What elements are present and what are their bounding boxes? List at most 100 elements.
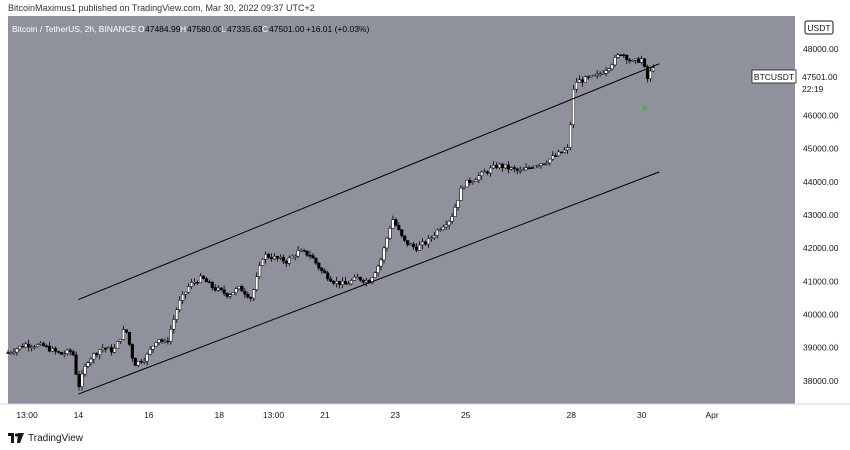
candle [409, 242, 413, 246]
candle [163, 338, 167, 344]
candle [542, 163, 546, 166]
tradingview-logo-icon [8, 433, 24, 443]
price-chart[interactable]: 38000.00 39000.00 40000.00 41000.00 42000.00… [0, 16, 850, 426]
candle [219, 287, 223, 292]
candle [533, 165, 537, 169]
candle [68, 347, 72, 356]
currency-badge[interactable]: USDT [804, 20, 834, 35]
candle [190, 278, 194, 289]
candle [583, 75, 587, 83]
candle [456, 200, 460, 211]
price-tag-symbol: BTCUSDT [754, 72, 794, 82]
legend-close: 47501.00 [269, 24, 305, 34]
chart-container[interactable]: 38000.00 39000.00 40000.00 41000.00 42000.00… [0, 16, 850, 426]
price-tag-price: 47501.00 [802, 72, 838, 82]
candle [101, 344, 105, 353]
candle [453, 203, 457, 217]
candle [201, 275, 205, 280]
time-axis[interactable]: 13:00 14 16 18 13:00 21 23 25 28 30 Apr [0, 403, 850, 420]
candle [631, 59, 635, 62]
candle [412, 241, 416, 250]
candle [515, 167, 519, 175]
candle [326, 270, 330, 282]
candle [391, 215, 395, 229]
legend: Bitcoin / TetherUS, 2h, BINANCE O 47484.… [12, 24, 369, 34]
candle [50, 346, 54, 353]
candle [637, 56, 641, 64]
candle [613, 54, 617, 68]
candle [21, 343, 25, 348]
candle [465, 179, 469, 188]
x-tick-label: 23 [391, 410, 401, 420]
candle [349, 278, 353, 286]
last-price-tag: BTCUSDT 47501.00 22:19 [751, 69, 840, 96]
candle [261, 258, 265, 267]
candle [225, 292, 229, 299]
candle [133, 357, 137, 366]
candle [468, 177, 472, 186]
tradingview-brand-text: TradingView [28, 432, 84, 444]
candle [287, 255, 291, 266]
candle [592, 74, 596, 77]
candle [293, 254, 297, 261]
candle [397, 222, 401, 231]
candle [512, 165, 516, 173]
channel-line-upper[interactable] [78, 63, 660, 301]
tradingview-branding[interactable]: TradingView [8, 431, 83, 445]
candle [518, 166, 522, 174]
candle [41, 341, 46, 347]
legend-high-label: H [180, 24, 186, 34]
candle [423, 240, 428, 246]
candle [24, 341, 28, 348]
x-tick-label: 16 [144, 410, 154, 420]
candle-series [6, 53, 655, 391]
candle [290, 254, 294, 259]
candle [616, 53, 620, 59]
candle [343, 276, 348, 285]
candle [89, 357, 93, 366]
candle [27, 339, 31, 352]
candle [252, 288, 256, 302]
candle [216, 285, 220, 293]
candle [160, 337, 164, 344]
legend-open-label: O [138, 24, 145, 34]
candle [246, 291, 250, 299]
candle [601, 69, 605, 75]
candle [281, 254, 285, 264]
candle [530, 166, 534, 169]
candle [352, 274, 356, 282]
candle [379, 257, 383, 271]
candle [284, 259, 288, 268]
candle [33, 344, 37, 350]
candle [417, 241, 422, 251]
y-tick-label: 40000.00 [803, 309, 839, 319]
channel-line-lower[interactable] [78, 171, 660, 395]
candle [234, 286, 238, 296]
candle [329, 276, 333, 282]
green-arrow-icon[interactable] [640, 103, 649, 110]
candle [607, 67, 611, 74]
candle [341, 277, 345, 289]
candle [187, 283, 191, 294]
plot-area[interactable] [8, 16, 795, 404]
x-tick-label: 14 [74, 410, 84, 420]
candle [338, 280, 342, 289]
candle [444, 220, 448, 230]
candle [296, 246, 300, 259]
candle [394, 217, 398, 227]
candle [426, 235, 430, 249]
candle [299, 248, 303, 252]
candle [471, 180, 475, 185]
x-tick-label: 18 [214, 410, 224, 420]
y-tick-label: 48000.00 [803, 44, 839, 54]
candle [568, 121, 573, 151]
candle [92, 352, 96, 364]
candle [332, 280, 336, 286]
candle [127, 331, 131, 347]
candle [358, 276, 362, 282]
candle [634, 58, 638, 65]
y-tick-label: 41000.00 [803, 276, 839, 286]
candle [104, 347, 108, 353]
candle [258, 261, 262, 279]
candle [489, 165, 493, 177]
